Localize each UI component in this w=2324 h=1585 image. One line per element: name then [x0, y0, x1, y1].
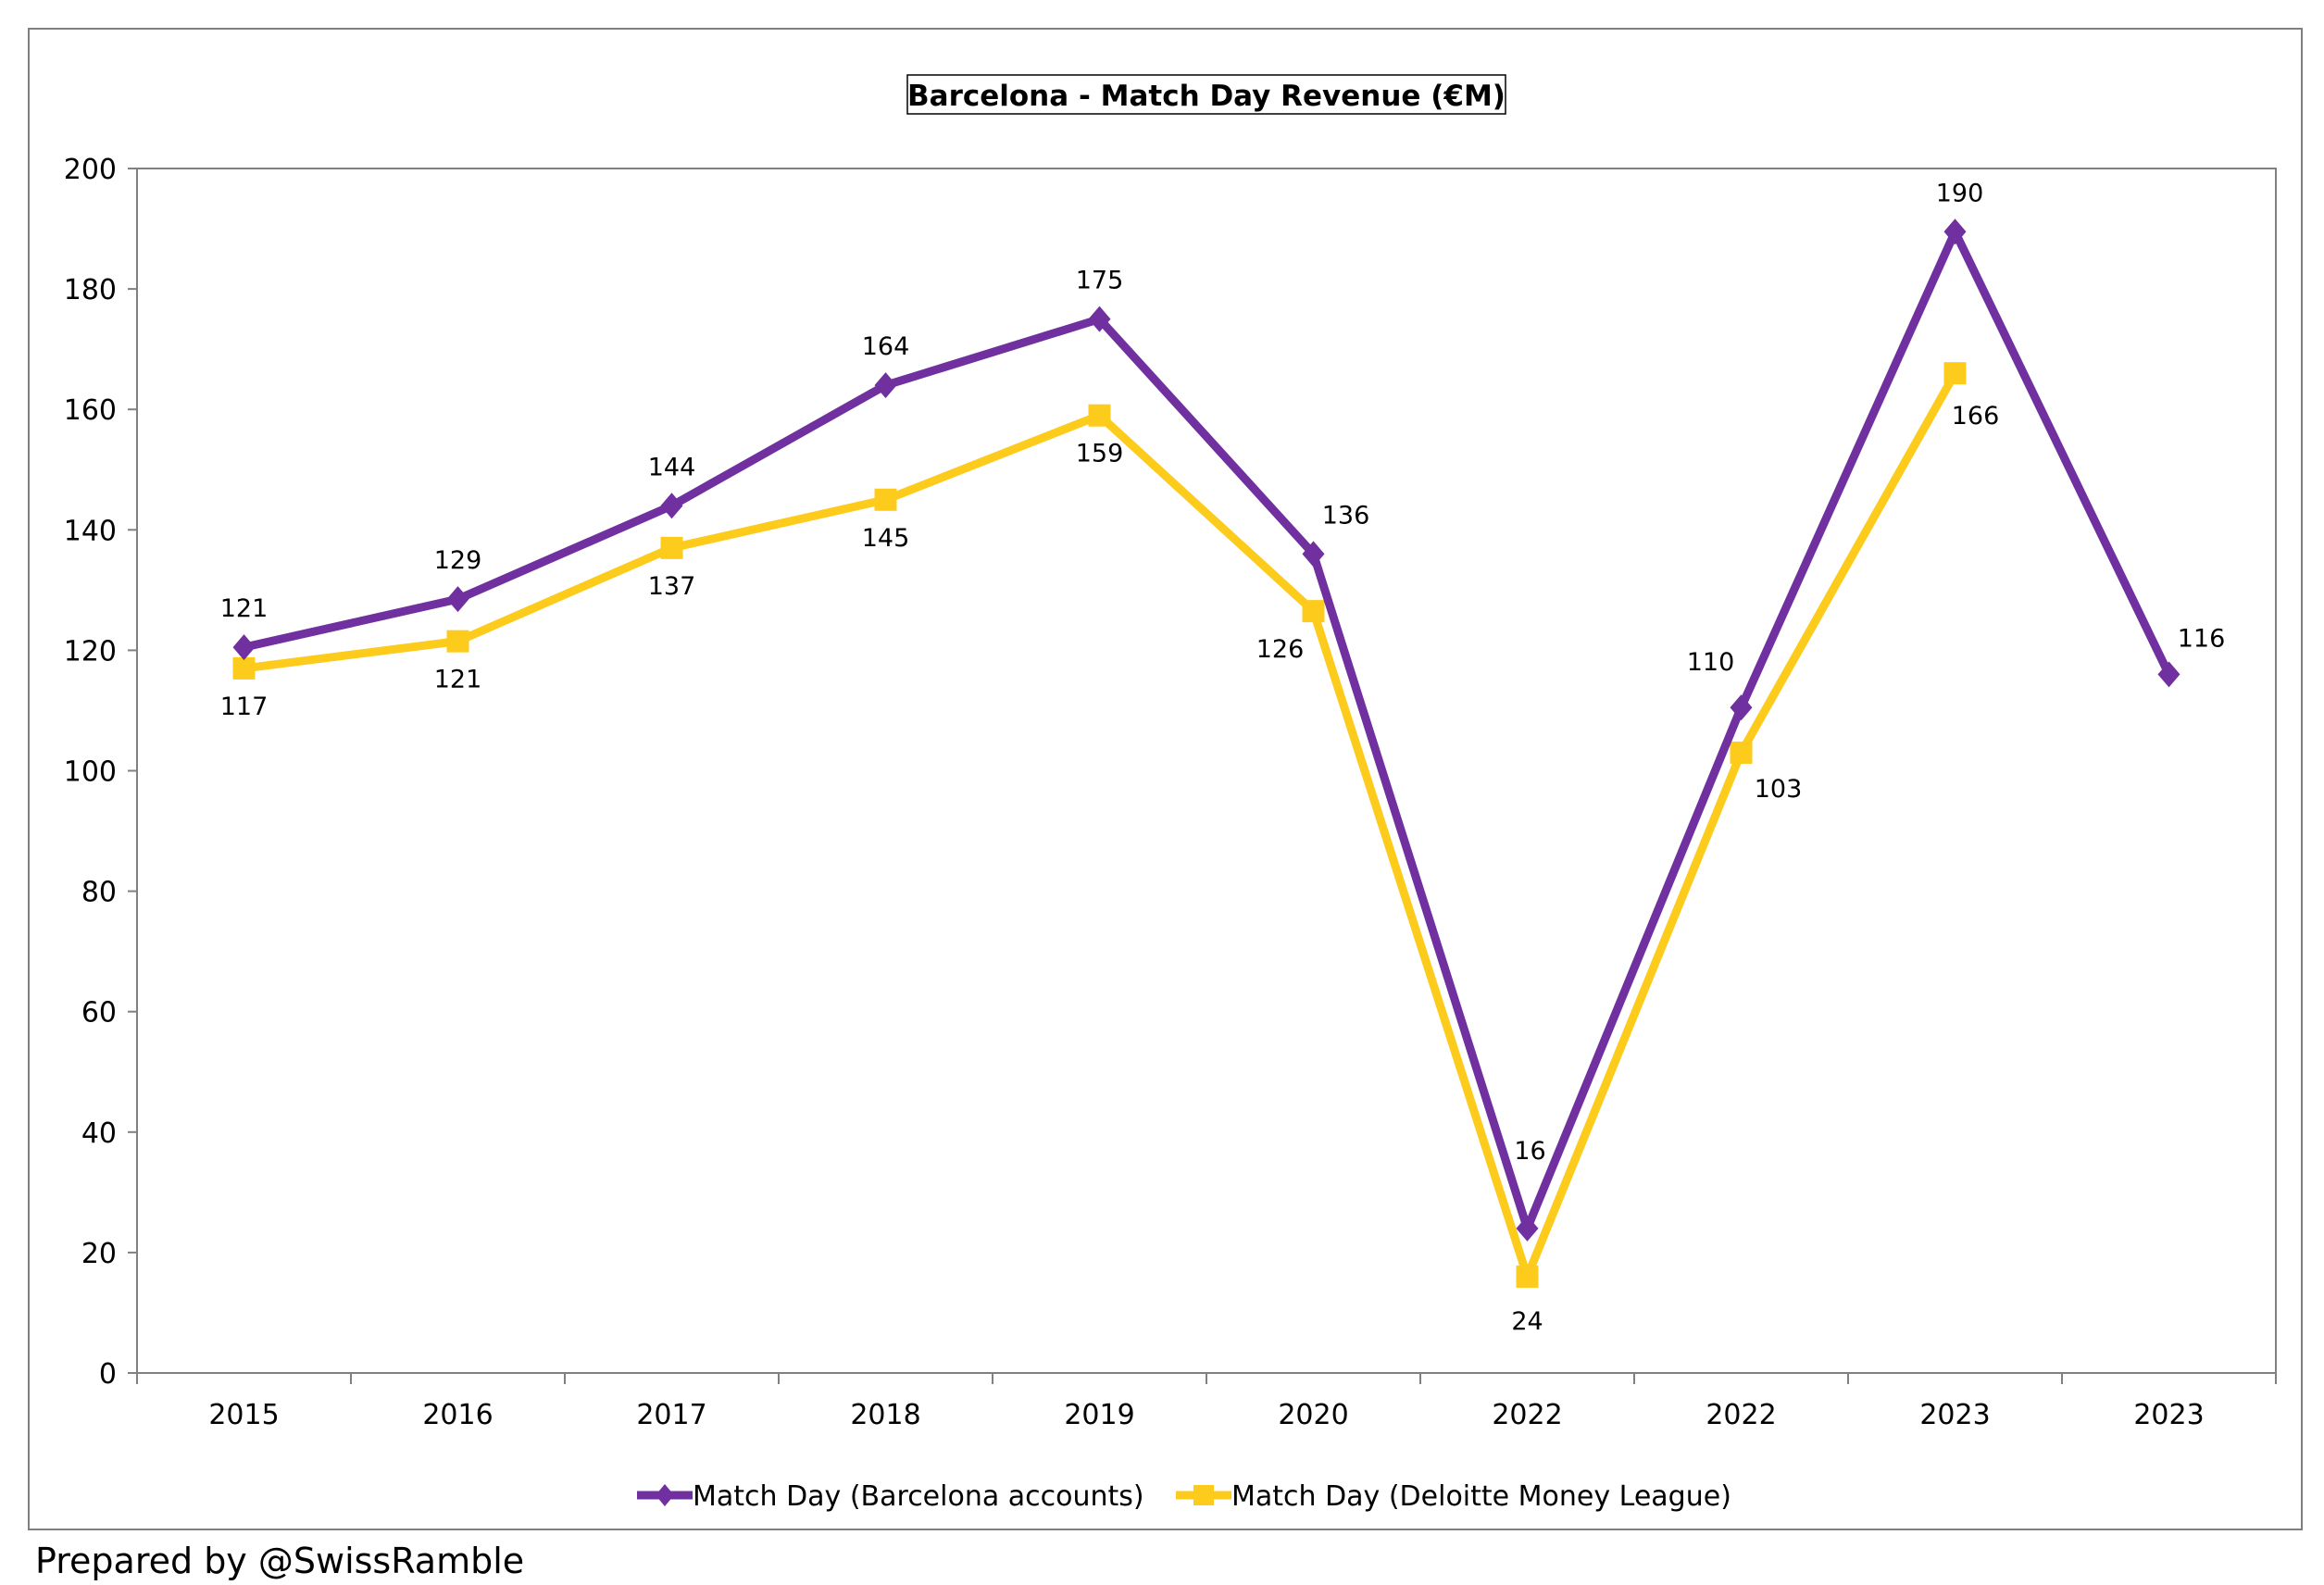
y-tick-label: 0 — [99, 1358, 117, 1391]
data-point-square — [1088, 404, 1111, 427]
y-tick-label: 100 — [64, 756, 117, 789]
data-label: 164 — [862, 332, 910, 361]
data-label: 175 — [1076, 267, 1124, 295]
chart-frame — [28, 28, 2303, 1530]
data-label: 121 — [434, 666, 482, 694]
data-label: 145 — [862, 524, 910, 553]
legend-marker-diamond — [656, 1484, 674, 1506]
data-point-diamond — [232, 634, 256, 661]
plot-area — [136, 168, 2277, 1374]
data-label: 136 — [1322, 501, 1370, 530]
y-tick-label: 20 — [81, 1238, 117, 1270]
data-label: 24 — [1511, 1307, 1543, 1336]
data-point-square — [1516, 1265, 1539, 1288]
data-label: 137 — [648, 572, 696, 601]
x-tick-label: 2020 — [1278, 1399, 1348, 1431]
footer-credit: Prepared by @SwissRamble — [35, 1541, 525, 1581]
y-tick-label: 140 — [64, 515, 117, 547]
data-point-diamond — [446, 586, 469, 613]
y-tick-label: 80 — [81, 877, 117, 909]
data-label: 129 — [434, 546, 482, 575]
data-point-square — [660, 536, 683, 559]
y-tick-label: 160 — [64, 394, 117, 427]
data-point-diamond — [1302, 541, 1325, 568]
data-label: 116 — [2178, 624, 2226, 653]
data-point-diamond — [2157, 661, 2180, 688]
data-label: 16 — [1514, 1137, 1545, 1166]
data-label: 110 — [1687, 648, 1735, 677]
data-point-square — [232, 656, 256, 680]
data-label: 159 — [1076, 440, 1124, 468]
x-tick-label: 2022 — [1492, 1399, 1562, 1431]
data-label: 190 — [1936, 179, 1984, 207]
data-label: 103 — [1755, 775, 1803, 804]
data-point-diamond — [1730, 694, 1753, 721]
y-tick-label: 120 — [64, 635, 117, 668]
x-tick-label: 2015 — [208, 1399, 279, 1431]
x-tick-label: 2019 — [1064, 1399, 1134, 1431]
data-point-diamond — [1943, 218, 1967, 245]
data-point-square — [1302, 600, 1325, 623]
data-label: 144 — [648, 453, 696, 481]
legend-marker-square — [1193, 1485, 1214, 1505]
x-tick-label: 2017 — [636, 1399, 706, 1431]
x-tick-label: 2016 — [422, 1399, 493, 1431]
x-tick-label: 2023 — [2133, 1399, 2204, 1431]
y-tick-label: 200 — [64, 154, 117, 186]
y-tick-label: 60 — [81, 997, 117, 1030]
x-tick-label: 2018 — [850, 1399, 920, 1431]
x-tick-label: 2023 — [1919, 1399, 1990, 1431]
data-point-diamond — [1088, 306, 1111, 332]
y-tick-label: 180 — [64, 274, 117, 306]
data-label: 117 — [220, 693, 269, 721]
data-point-square — [446, 630, 469, 653]
series-line-0 — [240, 227, 2173, 1233]
data-point-diamond — [874, 372, 897, 399]
data-point-square — [1730, 741, 1753, 764]
data-point-diamond — [1516, 1215, 1539, 1242]
y-tick-label: 40 — [81, 1117, 117, 1150]
legend-label: Match Day (Deloitte Money League) — [1231, 1480, 1731, 1513]
data-label: 166 — [1952, 402, 2000, 431]
legend-label: Match Day (Barcelona accounts) — [693, 1480, 1144, 1513]
chart-title-box — [906, 74, 1506, 115]
x-tick-label: 2022 — [1706, 1399, 1776, 1431]
data-point-square — [874, 488, 897, 511]
data-point-diamond — [660, 493, 683, 519]
data-label: 121 — [220, 594, 269, 623]
data-label: 126 — [1256, 635, 1305, 664]
chart-title: Barcelona - Match Day Revenue (€M) — [907, 80, 1506, 113]
series-line-1 — [240, 368, 1959, 1281]
data-point-square — [1943, 362, 1967, 385]
